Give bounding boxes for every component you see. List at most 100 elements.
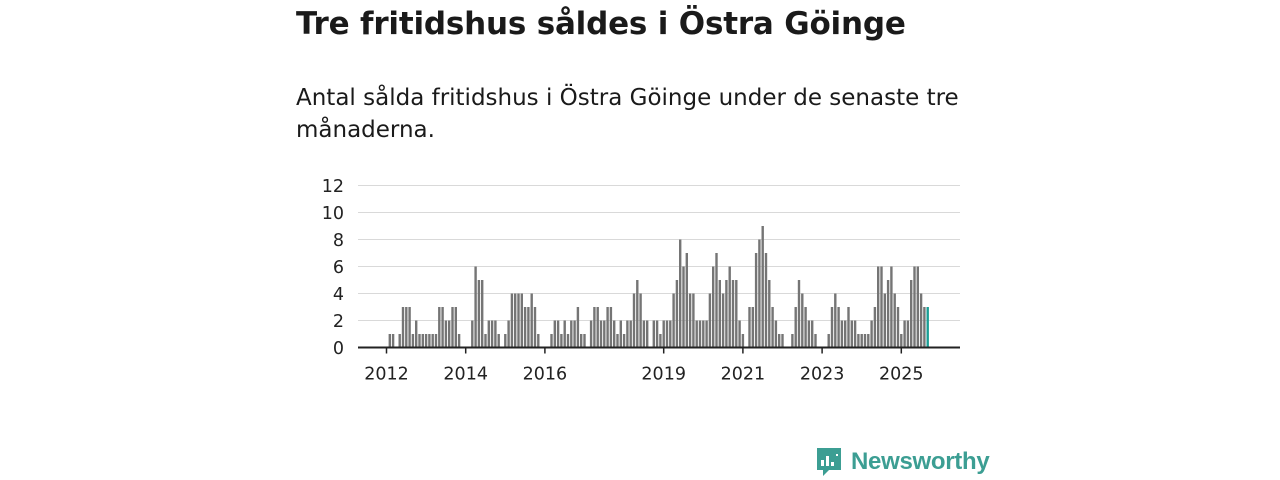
bar (682, 266, 685, 348)
bar (758, 239, 761, 348)
bar (487, 320, 490, 348)
bar (906, 320, 910, 348)
y-tick-label: 0 (333, 339, 344, 359)
bar (533, 307, 537, 348)
bar (728, 266, 731, 348)
bar (721, 293, 725, 348)
bar (672, 293, 675, 348)
bar (919, 293, 923, 348)
bar (731, 280, 735, 348)
bar (563, 320, 566, 348)
bar (778, 334, 781, 348)
chart-title: Tre fritidshus såldes i Östra Göinge (296, 6, 906, 42)
bar (675, 280, 679, 348)
bar (712, 266, 715, 348)
bar (616, 334, 619, 348)
bar (510, 293, 514, 348)
bar (923, 307, 926, 348)
bar (421, 334, 424, 348)
y-axis-ticks: 0 2 4 6 8 10 12 (322, 177, 344, 359)
bar (457, 334, 461, 348)
bar (589, 320, 593, 348)
bar (807, 320, 811, 348)
x-tick-label: 2021 (721, 365, 766, 385)
bar (890, 266, 893, 348)
x-tick-label: 2014 (443, 365, 488, 385)
bar (867, 334, 870, 348)
bar (715, 253, 718, 348)
bar (679, 239, 682, 348)
bar (490, 320, 494, 348)
annotations: 3 (929, 0, 940, 5)
bar (688, 293, 692, 348)
bar (454, 307, 457, 348)
bar (893, 293, 896, 348)
bar (438, 307, 441, 348)
newsworthy-bar-logo-icon (817, 448, 841, 476)
bar (801, 293, 804, 348)
bar (405, 307, 408, 348)
bar (655, 320, 659, 348)
bar (556, 320, 560, 348)
data-label-latest: 3 (929, 0, 940, 5)
bar (761, 226, 764, 348)
bar (415, 320, 418, 348)
bar (695, 320, 698, 348)
brand-logo: Newsworthy (815, 446, 990, 478)
bar (850, 320, 853, 348)
bar (880, 266, 883, 348)
bar (814, 334, 817, 348)
bar (411, 334, 415, 348)
bar (791, 334, 794, 348)
bar (424, 334, 428, 348)
bar (916, 266, 919, 348)
x-tick-label: 2025 (879, 365, 924, 385)
bar (527, 307, 530, 348)
bar (725, 280, 728, 348)
bar (751, 307, 754, 348)
bar (593, 307, 596, 348)
bar (797, 280, 801, 348)
bar (646, 320, 649, 348)
bar (857, 334, 860, 348)
bar (768, 280, 771, 348)
bar (665, 320, 669, 348)
bar (622, 334, 626, 348)
bar (629, 320, 632, 348)
bar (580, 334, 583, 348)
bar (504, 334, 507, 348)
bar (537, 334, 540, 348)
bar-latest-month (926, 307, 929, 348)
bar (764, 253, 768, 348)
bar (847, 307, 850, 348)
bar (636, 280, 639, 348)
bar (553, 320, 556, 348)
bar (391, 334, 395, 348)
bar (642, 320, 646, 348)
bar (748, 307, 751, 348)
bar (609, 307, 613, 348)
bar (741, 334, 745, 348)
bar (431, 334, 434, 348)
bar (705, 320, 708, 348)
bar (520, 293, 523, 348)
bar (903, 320, 906, 348)
bar (570, 320, 573, 348)
bar (877, 266, 880, 348)
bar (507, 320, 510, 348)
y-tick-label: 4 (333, 285, 344, 305)
bar (517, 293, 520, 348)
x-tick-label: 2023 (800, 365, 845, 385)
bar (860, 334, 863, 348)
bar (418, 334, 421, 348)
bar (774, 320, 778, 348)
bar (662, 320, 665, 348)
bar (514, 293, 517, 348)
bar (550, 334, 553, 348)
bar (794, 307, 797, 348)
bar (652, 320, 655, 348)
bar (873, 307, 877, 348)
bar (603, 320, 606, 348)
bar (484, 334, 487, 348)
bar (523, 307, 527, 348)
